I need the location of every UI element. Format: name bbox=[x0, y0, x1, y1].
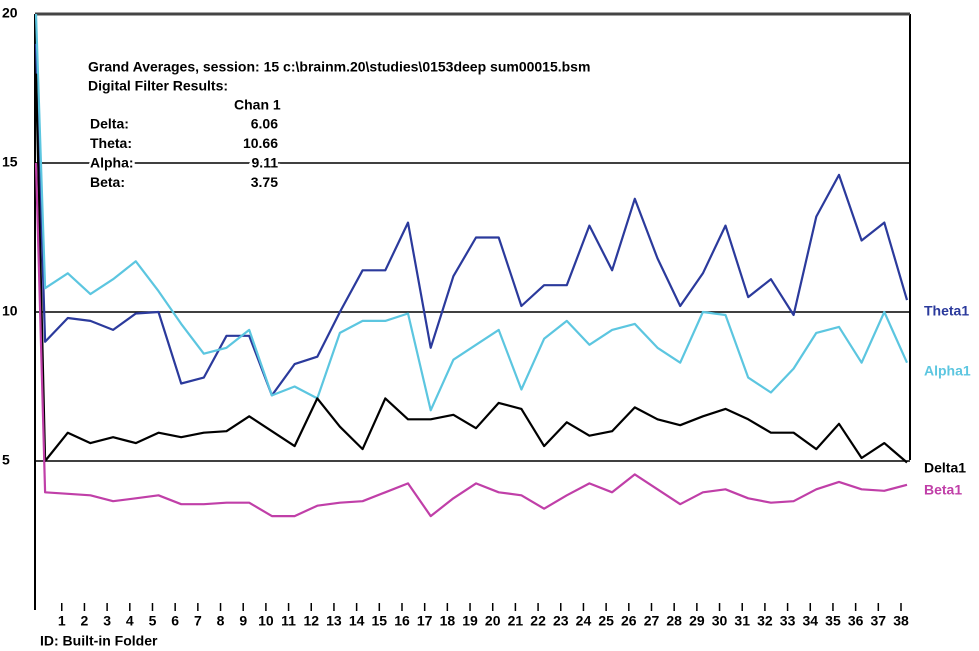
y-tick-label: 15 bbox=[2, 154, 18, 170]
series-line bbox=[34, 43, 909, 397]
x-tick-label: 13 bbox=[326, 613, 342, 629]
x-tick-label: 30 bbox=[712, 613, 728, 629]
x-tick-label: 22 bbox=[530, 613, 546, 629]
summary-value: 10.66 bbox=[243, 135, 278, 151]
legend-label: Theta1 bbox=[924, 303, 969, 319]
legend-label: Alpha1 bbox=[924, 363, 971, 379]
x-tick-label: 4 bbox=[126, 613, 134, 629]
x-tick-label: 35 bbox=[825, 613, 841, 629]
x-tick-label: 6 bbox=[171, 613, 179, 629]
y-tick-label: 10 bbox=[2, 303, 18, 319]
x-tick-label: 27 bbox=[644, 613, 660, 629]
x-tick-label: 11 bbox=[281, 613, 296, 629]
x-tick-label: 3 bbox=[103, 613, 111, 629]
x-tick-label: 14 bbox=[349, 613, 365, 629]
summary-label: Beta: bbox=[90, 174, 125, 190]
x-tick-label: 2 bbox=[81, 613, 89, 629]
legend-label: Beta1 bbox=[924, 482, 962, 498]
x-tick-label: 37 bbox=[871, 613, 887, 629]
y-tick-label: 5 bbox=[2, 452, 10, 468]
x-tick-label: 12 bbox=[303, 613, 319, 629]
x-tick-label: 10 bbox=[258, 613, 274, 629]
summary-value: 9.11 bbox=[252, 155, 279, 171]
x-tick-label: 5 bbox=[149, 613, 157, 629]
chart-subtitle: Digital Filter Results: bbox=[88, 78, 228, 94]
x-tick-label: 36 bbox=[848, 613, 864, 629]
x-tick-label: 25 bbox=[598, 613, 614, 629]
summary-label: Delta: bbox=[90, 116, 129, 132]
y-tick-label: 20 bbox=[2, 5, 18, 21]
x-tick-label: 31 bbox=[734, 613, 750, 629]
summary-label: Theta: bbox=[90, 135, 132, 151]
x-tick-label: 17 bbox=[417, 613, 433, 629]
x-tick-label: 19 bbox=[462, 613, 478, 629]
x-tick-label: 28 bbox=[666, 613, 682, 629]
footer: ID: Built-in Folder bbox=[40, 633, 158, 649]
x-tick-label: 29 bbox=[689, 613, 705, 629]
x-tick-label: 33 bbox=[780, 613, 796, 629]
x-tick-label: 24 bbox=[576, 613, 592, 629]
series-line bbox=[34, 13, 909, 412]
x-tick-label: 26 bbox=[621, 613, 637, 629]
x-tick-label: 21 bbox=[508, 613, 524, 629]
x-tick-label: 1 bbox=[58, 613, 66, 629]
x-tick-label: 32 bbox=[757, 613, 773, 629]
x-tick-label: 38 bbox=[893, 613, 909, 629]
x-tick-label: 8 bbox=[217, 613, 225, 629]
x-tick-label: 20 bbox=[485, 613, 501, 629]
x-tick-label: 18 bbox=[440, 613, 456, 629]
x-tick-label: 7 bbox=[194, 613, 202, 629]
summary-value: 6.06 bbox=[251, 116, 278, 132]
series-line bbox=[34, 73, 908, 464]
summary-value: 3.75 bbox=[251, 174, 278, 190]
legend-label: Delta1 bbox=[924, 460, 966, 476]
series-line bbox=[34, 162, 908, 518]
x-tick-label: 15 bbox=[372, 613, 388, 629]
x-tick-label: 9 bbox=[239, 613, 247, 629]
summary-label: Alpha: bbox=[90, 155, 134, 171]
summary-column: Chan 1 bbox=[234, 97, 281, 113]
x-tick-label: 34 bbox=[802, 613, 818, 629]
chart-title: Grand Averages, session: 15 c:\brainm.20… bbox=[88, 59, 590, 75]
x-tick-label: 23 bbox=[553, 613, 569, 629]
x-tick-label: 16 bbox=[394, 613, 410, 629]
